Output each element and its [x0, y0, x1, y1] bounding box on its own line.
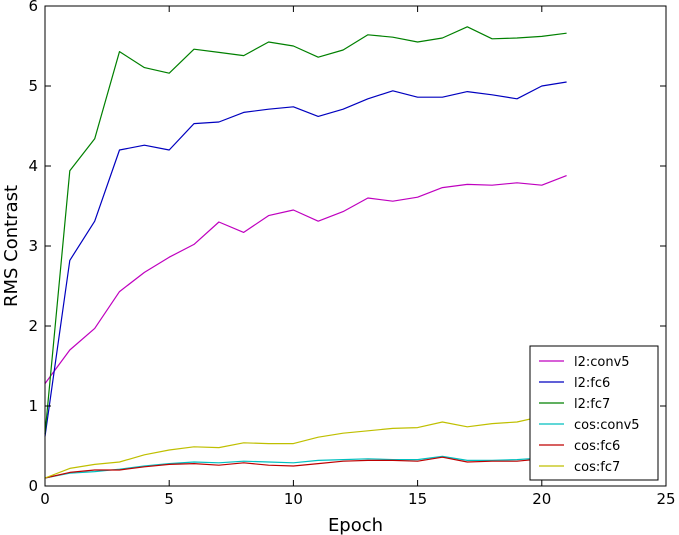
y-tick-label: 0 [28, 477, 38, 495]
y-tick-label: 1 [28, 397, 38, 415]
series-layer [44, 26, 567, 479]
legend-label: l2:conv5 [574, 355, 630, 370]
y-tick-label: 3 [28, 237, 38, 255]
x-tick-label: 10 [284, 490, 303, 508]
legend-label: cos:conv5 [574, 418, 640, 433]
x-tick-label: 20 [532, 490, 551, 508]
series-line-l2-conv5 [44, 175, 567, 384]
legend-label: cos:fc6 [574, 439, 620, 454]
x-tick-label: 0 [40, 490, 50, 508]
legend-label: cos:fc7 [574, 460, 620, 475]
y-tick-label: 5 [28, 77, 38, 95]
y-tick-label: 6 [28, 0, 38, 15]
x-axis-label: Epoch [328, 515, 383, 535]
y-tick-label: 4 [28, 157, 38, 175]
series-line-cos-conv5 [44, 455, 567, 479]
x-tick-label: 15 [408, 490, 427, 508]
series-line-l2-fc7 [44, 26, 567, 435]
y-axis-label: RMS Contrast [1, 185, 22, 307]
x-tick-label: 25 [656, 490, 675, 508]
legend-box [529, 345, 659, 481]
series-line-l2-fc6 [44, 81, 567, 437]
legend-label: l2:fc6 [574, 376, 610, 391]
series-line-cos-fc6 [44, 456, 567, 479]
legend: l2:conv5 l2:fc6 l2:fc7 cos:conv5 cos:fc6 cos:… [529, 345, 659, 481]
x-tick-label: 5 [164, 490, 174, 508]
legend-label: l2:fc7 [574, 397, 610, 412]
ticks-layer: 0 5 10 15 20 25 0 1 2 3 4 5 6 [28, 0, 675, 508]
y-tick-label: 2 [28, 317, 38, 335]
series-line-cos-fc7 [44, 414, 567, 479]
